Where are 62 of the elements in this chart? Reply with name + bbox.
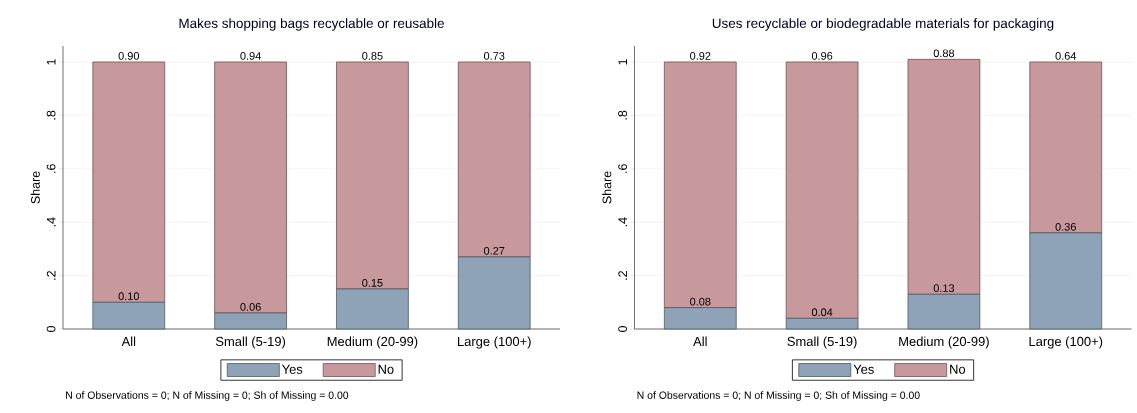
x-tick-label: Large (100+) [1029, 336, 1103, 349]
y-tick-label: .2 [46, 271, 56, 280]
bar [663, 61, 737, 309]
bar [1029, 232, 1103, 330]
bar [92, 61, 166, 303]
y-tick-label: 1 [618, 59, 627, 65]
data-label: 0.08 [690, 297, 711, 306]
data-label: 0.94 [240, 52, 261, 60]
bar [214, 61, 287, 314]
x-tick-label: Large (100+) [458, 336, 531, 349]
bar [336, 288, 409, 330]
y-axis-title: Share [602, 171, 612, 204]
y-tick-label: .8 [46, 110, 56, 120]
data-label: 0.15 [362, 279, 383, 287]
data-label: 0.64 [1055, 52, 1077, 60]
y-tick-label: .6 [618, 164, 627, 173]
data-label: 0.90 [118, 52, 140, 60]
chart-title: Makes shopping bags recyclable or reusable [179, 18, 444, 31]
bar [214, 312, 287, 330]
bar [1029, 61, 1103, 234]
data-label: 0.27 [483, 246, 505, 255]
legend-label: No [378, 364, 394, 374]
x-tick-label: Small (5-19) [787, 336, 857, 349]
data-label: 0.10 [118, 292, 140, 301]
x-tick-label: All [121, 336, 136, 346]
y-tick-label: .4 [46, 217, 56, 227]
data-label: 0.04 [811, 308, 833, 317]
y-axis-title: Share [30, 171, 40, 204]
y-tick-label: 0 [46, 326, 56, 332]
chart-title: Uses recyclable or biodegradable materials for packaging [712, 18, 1054, 31]
data-label: 0.73 [483, 52, 505, 60]
legend-label: Yes [281, 364, 303, 374]
data-label: 0.36 [1055, 222, 1076, 231]
y-tick-label: .8 [618, 110, 627, 120]
legend-label: Yes [853, 364, 874, 374]
data-label: 0.13 [933, 284, 955, 293]
text: N of Observations = 0; N of Missing = 0; Sh of Missing = 0.00 [637, 391, 920, 401]
legend-label: No [950, 364, 966, 374]
x-tick-label: Medium (20-99) [899, 336, 989, 349]
data-label: 0.88 [933, 49, 955, 58]
y-tick-label: 1 [46, 59, 56, 65]
x-tick-label: Small (5-19) [215, 336, 286, 349]
y-tick-label: .4 [618, 217, 627, 227]
data-label: 0.85 [362, 52, 383, 60]
bar [663, 307, 737, 330]
bar [336, 61, 409, 290]
bar [907, 58, 981, 295]
bar [907, 293, 981, 330]
x-tick-label: All [693, 336, 707, 346]
data-label: 0.06 [240, 303, 261, 311]
bar [92, 301, 166, 330]
data-label: 0.92 [690, 52, 711, 60]
y-tick-label: 0 [618, 326, 627, 332]
bar [785, 61, 859, 319]
y-tick-label: .6 [46, 164, 56, 173]
y-tick-label: .2 [618, 271, 627, 280]
bar [457, 61, 531, 258]
bar [785, 317, 859, 330]
text: N of Observations = 0; N of Missing = 0; Sh of Missing = 0.00 [66, 391, 349, 401]
x-tick-label: Medium (20-99) [327, 336, 418, 349]
data-label: 0.96 [811, 52, 833, 60]
bar [457, 256, 531, 330]
